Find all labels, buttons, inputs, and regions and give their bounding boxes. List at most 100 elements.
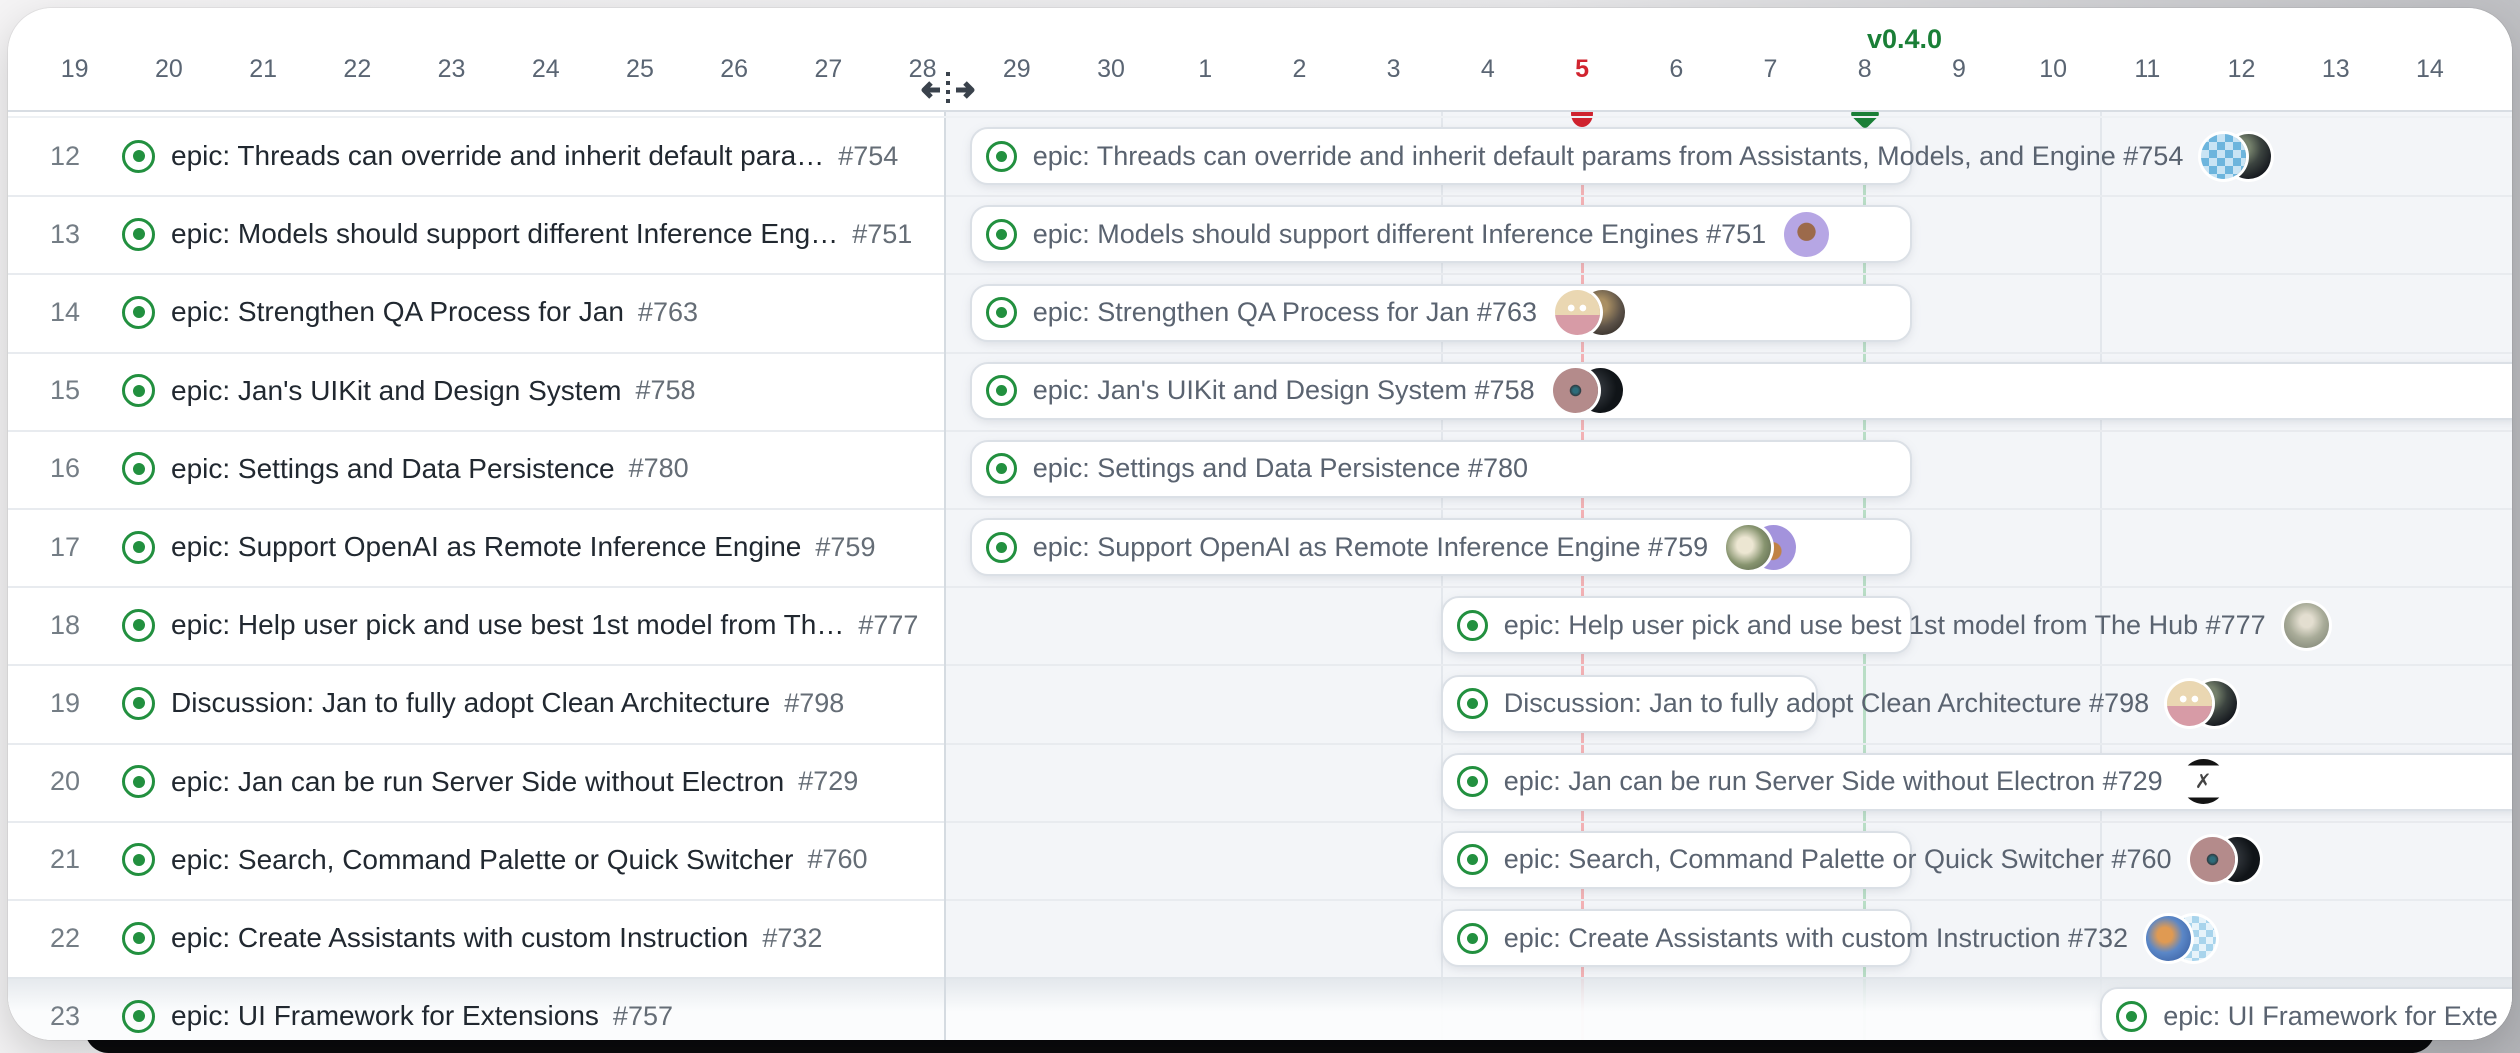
timeline-bar[interactable]: Discussion: Jan to fully adopt Clean Arc…	[1440, 674, 2238, 733]
day-label: 3	[1386, 55, 1401, 83]
day-label: 14	[2416, 55, 2444, 83]
timeline-bar[interactable]: epic: Create Assistants with custom Inst…	[1440, 909, 2217, 968]
timeline-bar[interactable]: epic: Search, Command Palette or Quick S…	[1440, 830, 2260, 889]
timeline-bar[interactable]: epic: Support OpenAI as Remote Inference…	[969, 518, 1912, 577]
bar-issue-title: epic: Jan can be run Server Side without…	[1503, 766, 2163, 797]
day-label: 10	[2039, 55, 2068, 83]
timeline-bar[interactable]: epic: UI Framework for Exte	[2100, 987, 2512, 1040]
table-row[interactable]: 13 epic: Models should support different …	[8, 195, 944, 273]
issue-title[interactable]: epic: Jan can be run Server Side without…	[171, 765, 785, 797]
open-issue-icon	[122, 608, 155, 642]
table-row[interactable]: 22 epic: Create Assistants with custom In…	[8, 899, 944, 977]
day-label: 5	[1575, 55, 1589, 83]
timeline-bar[interactable]: epic: Models should support different In…	[969, 205, 1912, 264]
day-label: 11	[2134, 55, 2161, 83]
open-issue-icon	[1456, 766, 1488, 798]
row-number: 20	[49, 766, 80, 797]
day-label: 15	[2510, 54, 2512, 84]
pink-eye-avatar[interactable]	[2189, 837, 2235, 883]
assignee-avatars	[2167, 681, 2238, 726]
issue-number: #754	[838, 140, 899, 171]
cat-gray-avatar[interactable]	[2283, 602, 2329, 648]
issue-number: #780	[628, 453, 689, 484]
issue-number: #729	[798, 766, 859, 797]
day-label: 1	[1198, 55, 1213, 83]
day-label: 12	[2227, 55, 2256, 83]
issue-title[interactable]: Discussion: Jan to fully adopt Clean Arc…	[171, 687, 771, 719]
open-issue-icon	[122, 217, 155, 251]
open-issue-icon	[122, 921, 155, 955]
day-label: 23	[437, 55, 466, 83]
assignee-avatars	[1552, 368, 1623, 414]
row-number: 21	[49, 844, 80, 875]
bar-issue-title: Discussion: Jan to fully adopt Clean Arc…	[1503, 688, 2150, 718]
timeline-bar[interactable]: epic: Settings and Data Persistence #780	[969, 439, 1912, 498]
table-row[interactable]: 16 epic: Settings and Data Persistence #78…	[8, 430, 944, 508]
assignee-avatars	[2146, 915, 2217, 961]
table-row[interactable]: 21 epic: Search, Command Palette or Quick…	[8, 821, 944, 899]
issue-title[interactable]: epic: Threads can override and inherit d…	[171, 140, 825, 171]
timeline-bar[interactable]: epic: Help user pick and use best 1st mo…	[1440, 596, 2329, 655]
table-row[interactable]: 20 epic: Jan can be run Server Side witho…	[8, 743, 944, 821]
row-number: 16	[49, 453, 80, 484]
row-separator	[8, 820, 2512, 823]
issue-title[interactable]: epic: Jan's UIKit and Design System	[171, 374, 622, 406]
open-issue-icon	[122, 295, 155, 329]
open-issue-icon	[122, 452, 155, 486]
purple-person-avatar[interactable]	[1784, 211, 1830, 257]
day-label: 20	[155, 55, 183, 83]
table-row[interactable]: 15 epic: Jan's UIKit and Design System #75…	[8, 352, 944, 430]
pixel-blue-avatar[interactable]	[2201, 133, 2247, 179]
table-row[interactable]: 23 epic: UI Framework for Extensions #757	[8, 977, 944, 1040]
cat-green-avatar[interactable]	[1726, 524, 1772, 570]
morty-avatar[interactable]	[1555, 290, 1600, 335]
assignee-avatars	[1726, 524, 1797, 570]
header-border	[8, 110, 2512, 112]
issue-number: #760	[807, 844, 868, 875]
issue-title[interactable]: epic: Strengthen QA Process for Jan	[171, 296, 624, 328]
day-label: 9	[1951, 55, 1966, 83]
row-separator	[8, 273, 2512, 276]
issue-title[interactable]: epic: UI Framework for Extensions	[171, 1000, 599, 1032]
issue-number: #759	[815, 531, 876, 562]
open-issue-icon	[985, 375, 1017, 407]
pane-resize-handle[interactable]	[944, 110, 946, 1040]
row-number: 18	[49, 609, 80, 640]
pink-eye-avatar[interactable]	[1552, 368, 1598, 414]
assignee-avatars	[2189, 837, 2260, 883]
bar-issue-title: epic: Help user pick and use best 1st mo…	[1503, 609, 2266, 640]
row-number: 12	[49, 140, 80, 171]
bar-issue-title: epic: UI Framework for Exte	[2163, 1000, 2498, 1031]
table-row[interactable]: 14 epic: Strengthen QA Process for Jan #76…	[8, 273, 944, 351]
timeline-bar[interactable]: epic: Strengthen QA Process for Jan #763	[969, 283, 1912, 342]
open-issue-icon	[985, 140, 1017, 172]
morty-avatar[interactable]	[2167, 681, 2213, 726]
issue-title[interactable]: epic: Help user pick and use best 1st mo…	[171, 609, 845, 641]
issue-title[interactable]: epic: Search, Command Palette or Quick S…	[171, 843, 794, 875]
open-issue-icon	[122, 686, 155, 720]
assignee-avatars	[2283, 602, 2329, 648]
row-separator	[8, 508, 2512, 510]
table-row[interactable]: 19 Discussion: Jan to fully adopt Clean A…	[8, 664, 944, 742]
table-row[interactable]: 17 epic: Support OpenAI as Remote Inferen…	[8, 508, 944, 586]
day-label: 28	[908, 55, 937, 83]
issue-title[interactable]: epic: Models should support different In…	[171, 218, 839, 250]
cat-blue-avatar[interactable]	[2146, 915, 2192, 961]
table-row[interactable]: 12 epic: Threads can override and inherit…	[8, 117, 944, 195]
issue-title[interactable]: epic: Settings and Data Persistence	[171, 452, 615, 484]
open-issue-icon	[985, 218, 1017, 250]
bar-issue-title: epic: Models should support different In…	[1032, 218, 1767, 249]
milestone-label[interactable]: v0.4.0	[1867, 24, 1943, 54]
timeline-bar[interactable]: epic: Jan's UIKit and Design System #758	[969, 361, 2512, 420]
issue-title[interactable]: epic: Create Assistants with custom Inst…	[171, 922, 749, 953]
open-issue-icon	[1456, 922, 1488, 954]
day-label: 6	[1669, 55, 1684, 83]
xad-avatar[interactable]	[2180, 759, 2226, 805]
issue-title[interactable]: epic: Support OpenAI as Remote Inference…	[171, 531, 802, 562]
timeline-bar[interactable]: epic: Threads can override and inherit d…	[969, 127, 2272, 186]
week-gridline	[2100, 112, 2103, 1040]
table-row[interactable]: 18 epic: Help user pick and use best 1st …	[8, 586, 944, 664]
timeline-bar[interactable]: epic: Jan can be run Server Side without…	[1440, 752, 2512, 811]
issue-number: #732	[762, 922, 823, 953]
day-label: 30	[1097, 55, 1125, 83]
